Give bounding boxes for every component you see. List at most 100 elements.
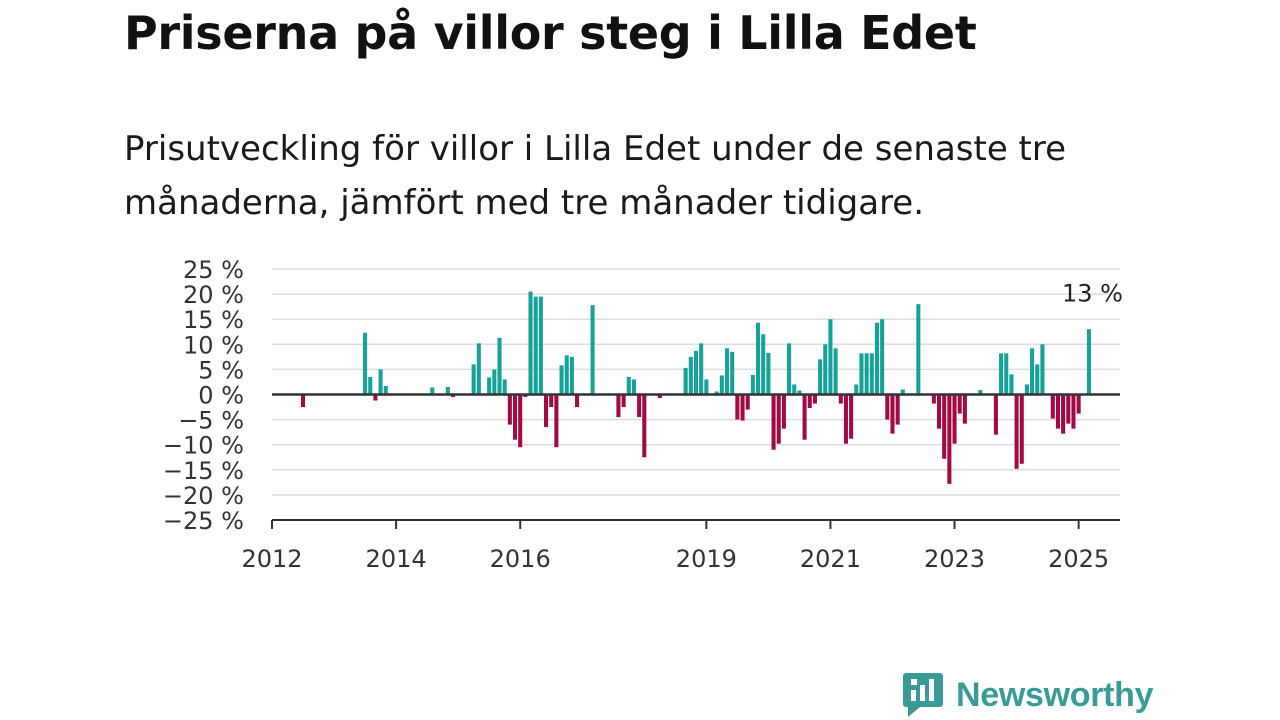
bar xyxy=(1024,384,1029,395)
bar xyxy=(787,343,792,395)
bar xyxy=(373,394,378,401)
bar xyxy=(776,394,781,444)
bar xyxy=(766,352,771,395)
y-tick-label: 0 % xyxy=(198,382,244,410)
annotations: 13 % xyxy=(1062,280,1123,308)
bar xyxy=(559,365,564,395)
bar xyxy=(430,387,435,395)
bar xyxy=(761,334,766,395)
x-tick-label: 2019 xyxy=(676,545,737,573)
bar xyxy=(724,348,730,395)
bar xyxy=(771,394,776,450)
bar xyxy=(487,377,492,395)
bar xyxy=(378,369,383,395)
x-tick-label: 2014 xyxy=(366,545,427,573)
brand-logo: Newsworthy xyxy=(902,670,1154,720)
y-tick-label: −5 % xyxy=(178,407,244,435)
bar xyxy=(1076,394,1081,414)
bar xyxy=(368,376,373,395)
bar xyxy=(745,394,750,410)
bar xyxy=(450,394,456,398)
bar xyxy=(993,394,998,435)
y-tick-label: −10 % xyxy=(163,432,244,460)
bar xyxy=(657,394,662,399)
y-tick-label: −20 % xyxy=(163,482,244,510)
bar xyxy=(564,355,569,395)
bar xyxy=(730,351,735,395)
bar xyxy=(616,394,621,418)
bar xyxy=(735,394,740,420)
bar xyxy=(792,384,797,395)
y-tick-label: 20 % xyxy=(183,281,244,309)
x-tick-label: 2012 xyxy=(241,545,302,573)
bars xyxy=(300,291,1092,484)
bar xyxy=(637,394,642,418)
bar xyxy=(528,291,533,395)
bar xyxy=(704,379,709,395)
bar xyxy=(1019,394,1024,464)
bar-chart: 25 %20 %15 %10 %5 %0 %−5 %−10 %−15 %−20 … xyxy=(163,256,1123,573)
y-axis-tick-labels: 25 %20 %15 %10 %5 %0 %−5 %−10 %−15 %−20 … xyxy=(163,256,244,535)
bar xyxy=(538,296,543,395)
bar xyxy=(843,394,848,444)
bar xyxy=(781,394,786,429)
x-tick-label: 2016 xyxy=(490,545,551,573)
bar xyxy=(512,394,518,440)
bar xyxy=(621,394,626,408)
bar xyxy=(854,384,859,395)
bar xyxy=(554,394,559,448)
bar xyxy=(502,379,507,395)
y-tick-label: 10 % xyxy=(183,331,244,359)
bar xyxy=(631,379,636,395)
bar xyxy=(1030,348,1035,395)
bar xyxy=(575,394,580,408)
bar xyxy=(880,319,885,395)
bar xyxy=(962,394,967,424)
bar xyxy=(699,343,704,395)
bar xyxy=(823,344,828,395)
bar xyxy=(683,367,688,395)
bar xyxy=(859,353,864,395)
bar xyxy=(626,376,631,395)
bar xyxy=(807,394,812,409)
bar xyxy=(936,394,942,429)
x-tick-label: 2025 xyxy=(1048,545,1109,573)
chart-title: Priserna på villor steg i Lilla Edet xyxy=(124,6,977,60)
x-axis-tick-labels: 2012 2014 2016 2019 2021 2023 2025 xyxy=(241,520,1109,573)
bar xyxy=(590,305,595,395)
bar xyxy=(1040,344,1045,395)
bar xyxy=(828,319,833,395)
bar xyxy=(719,375,724,395)
bar xyxy=(1055,394,1060,429)
bar xyxy=(942,394,947,459)
bar xyxy=(1004,353,1009,395)
bar xyxy=(1035,364,1040,395)
bar xyxy=(750,374,755,395)
bar xyxy=(978,389,983,395)
bar xyxy=(895,394,900,425)
bar xyxy=(947,394,952,484)
bar xyxy=(1061,394,1066,434)
bar xyxy=(890,394,895,434)
bar xyxy=(900,389,905,395)
bar xyxy=(869,353,874,395)
bar xyxy=(931,394,936,404)
y-tick-label: 15 % xyxy=(183,306,244,334)
bar xyxy=(533,296,538,395)
y-tick-label: 25 % xyxy=(183,256,244,284)
bar xyxy=(523,394,528,398)
bar xyxy=(874,322,880,395)
bar xyxy=(999,353,1004,395)
bar xyxy=(518,394,523,448)
bar xyxy=(471,364,476,395)
bar xyxy=(849,394,854,439)
bar xyxy=(492,369,497,395)
bar xyxy=(383,385,388,395)
bar xyxy=(833,348,838,395)
bar xyxy=(812,394,817,404)
bar xyxy=(549,394,554,408)
bar xyxy=(952,394,957,444)
bar xyxy=(916,304,921,395)
x-tick-label: 2023 xyxy=(924,545,985,573)
y-tick-label: 5 % xyxy=(198,356,244,384)
